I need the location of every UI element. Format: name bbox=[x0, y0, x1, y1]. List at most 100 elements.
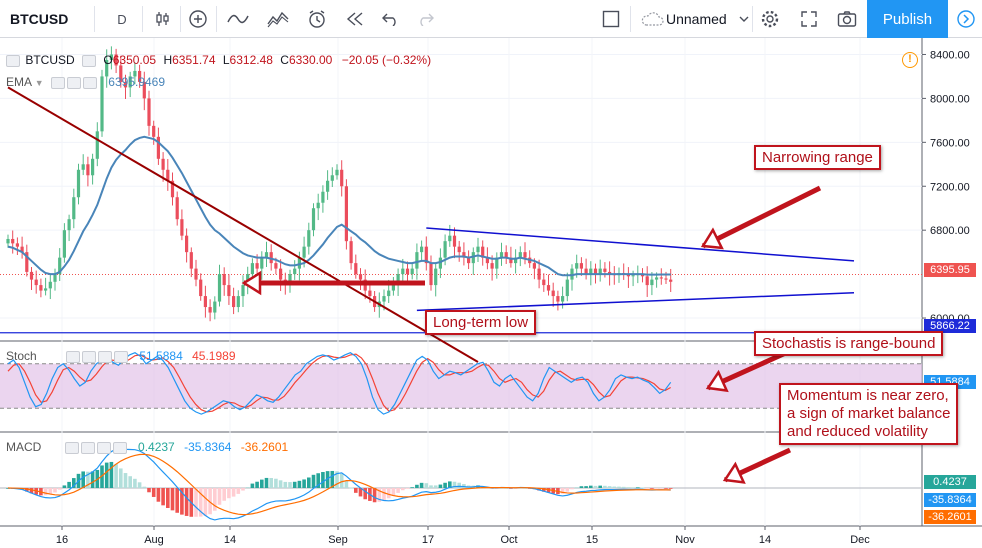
candle-body bbox=[556, 296, 560, 302]
high-label: H bbox=[163, 53, 173, 67]
candle-body bbox=[330, 175, 334, 181]
close-icon[interactable] bbox=[96, 441, 111, 454]
macd-histogram-bar bbox=[339, 473, 344, 488]
candle-body bbox=[626, 274, 630, 277]
macd-histogram-bar bbox=[222, 488, 226, 501]
macd-histogram-bar bbox=[330, 470, 335, 488]
candle-body bbox=[598, 268, 602, 275]
right-panel-toggle[interactable] bbox=[950, 0, 982, 38]
interval-selector[interactable]: D bbox=[117, 11, 127, 27]
replay-icon[interactable] bbox=[340, 0, 370, 38]
candle-body bbox=[659, 277, 663, 279]
candle-body bbox=[264, 252, 269, 258]
candle-body bbox=[288, 274, 292, 286]
macd-histogram-bar bbox=[438, 484, 443, 488]
macd-histogram-bar bbox=[598, 485, 602, 488]
compare-icon[interactable] bbox=[262, 0, 294, 38]
price-tick-label: 6800.00 bbox=[930, 225, 970, 237]
candle-body bbox=[344, 186, 348, 242]
macd-histogram-bar bbox=[231, 488, 236, 497]
candle-body bbox=[156, 136, 160, 159]
candle-body bbox=[213, 301, 217, 313]
macd-histogram-bar bbox=[302, 479, 306, 488]
more-icon[interactable] bbox=[114, 350, 129, 363]
macd-histogram-bar bbox=[184, 488, 189, 516]
arrow-head bbox=[241, 270, 262, 296]
layout-name-button[interactable]: Unnamed bbox=[640, 0, 750, 38]
macd-histogram-bar bbox=[208, 488, 212, 515]
macd-histogram-bar bbox=[452, 481, 457, 488]
ohlc-legend: BTCUSD O6350.05 H6351.74 L6312.48 C6330.… bbox=[6, 53, 431, 67]
price-tick-label: 7600.00 bbox=[930, 137, 970, 149]
eye-icon[interactable] bbox=[64, 441, 79, 454]
candle-body bbox=[457, 246, 461, 253]
candle-body bbox=[476, 246, 480, 253]
macd-histogram-bar bbox=[419, 482, 424, 488]
camera-icon[interactable] bbox=[834, 0, 860, 38]
publish-button[interactable]: Publish bbox=[867, 0, 948, 38]
settings-icon[interactable] bbox=[757, 0, 783, 38]
macd-histogram-bar bbox=[133, 478, 137, 488]
chart-area[interactable]: 8400.008000.007600.007200.006800.006000.… bbox=[0, 38, 982, 548]
candle-body bbox=[25, 252, 29, 272]
open-value: 6350.05 bbox=[112, 53, 157, 67]
expand-icon[interactable] bbox=[796, 0, 822, 38]
time-tick-label: 16 bbox=[56, 534, 68, 546]
long-term-low-arrow bbox=[241, 270, 425, 296]
close-icon[interactable] bbox=[98, 350, 113, 363]
symbol-search[interactable]: BTCUSD bbox=[10, 11, 69, 27]
warning-icon[interactable]: ! bbox=[902, 52, 918, 68]
arrow-head bbox=[705, 369, 729, 393]
macd-hist-tag: 0.4237 bbox=[924, 475, 976, 489]
indicator-settings-icon[interactable] bbox=[66, 76, 81, 89]
candle-body bbox=[589, 268, 593, 275]
candle-body bbox=[307, 230, 311, 247]
candle-body bbox=[6, 238, 10, 244]
time-tick-label: Dec bbox=[850, 534, 870, 546]
candle-body bbox=[274, 263, 278, 269]
layout-name-label: Unnamed bbox=[666, 11, 727, 27]
toolbar-divider bbox=[94, 6, 95, 32]
redo-icon[interactable] bbox=[410, 0, 440, 38]
macd-histogram-bar bbox=[241, 488, 245, 491]
candle-body bbox=[335, 169, 339, 176]
ema-label: EMA bbox=[6, 75, 32, 89]
macd-histogram-bar bbox=[504, 487, 508, 489]
macd-histogram-bar bbox=[363, 488, 367, 500]
eye-icon[interactable] bbox=[50, 76, 65, 89]
candle-body bbox=[471, 252, 475, 264]
candle-body bbox=[579, 263, 583, 269]
candle-body bbox=[279, 268, 283, 280]
candle-body bbox=[669, 279, 673, 282]
alert-icon[interactable] bbox=[302, 0, 332, 38]
macd-histogram-bar bbox=[325, 471, 330, 488]
macd-histogram-bar bbox=[119, 468, 123, 488]
candle-body bbox=[368, 290, 372, 297]
eye-icon[interactable] bbox=[6, 54, 20, 67]
candle-body bbox=[147, 98, 151, 126]
add-indicator-icon[interactable] bbox=[184, 0, 212, 38]
candle-body bbox=[58, 257, 62, 275]
candle-body bbox=[194, 268, 198, 280]
candle-body bbox=[443, 241, 447, 258]
undo-icon[interactable] bbox=[376, 0, 406, 38]
price-chart[interactable]: 8400.008000.007600.007200.006800.006000.… bbox=[0, 38, 982, 548]
more-icon[interactable] bbox=[112, 441, 127, 454]
indicators-icon[interactable] bbox=[222, 0, 254, 38]
candle-body bbox=[255, 263, 259, 269]
close-icon[interactable] bbox=[82, 76, 97, 89]
candle-body bbox=[15, 243, 19, 247]
chevron-down-icon[interactable]: ▼ bbox=[34, 78, 44, 88]
candle-body bbox=[316, 202, 320, 209]
candle-body bbox=[321, 191, 325, 203]
indicator-settings-icon[interactable] bbox=[80, 441, 95, 454]
fullscreen-icon[interactable] bbox=[598, 0, 624, 38]
candle-body bbox=[565, 279, 569, 297]
bar-style-icon[interactable] bbox=[148, 0, 176, 38]
candle-body bbox=[44, 288, 48, 291]
time-tick-label: Oct bbox=[500, 534, 517, 546]
indicator-settings-icon[interactable] bbox=[82, 350, 97, 363]
eye-icon[interactable] bbox=[66, 350, 81, 363]
macd-line-value: -35.8364 bbox=[184, 440, 232, 454]
chart-settings-icon[interactable] bbox=[82, 54, 97, 67]
